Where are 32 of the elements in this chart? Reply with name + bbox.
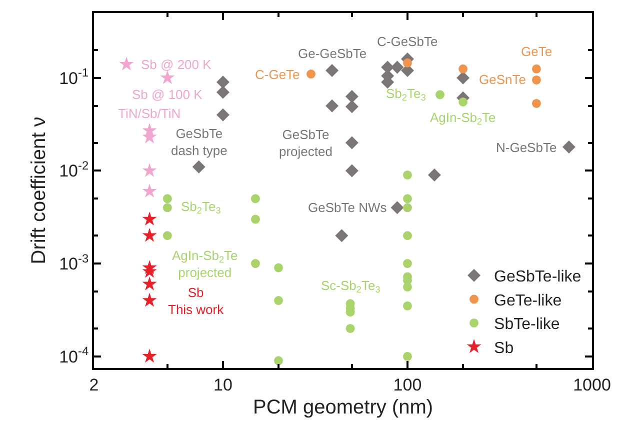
annotation: Sb @ 200 K	[141, 57, 212, 72]
x-tick-label: 10	[214, 375, 232, 394]
annotation: Ge-GeSbTe	[298, 46, 367, 61]
annotation: Sb @ 100 K	[132, 87, 203, 102]
y-tick-label: 10$^{-1}$	[59, 66, 89, 88]
annotation: C-GeTe	[255, 67, 300, 82]
legend-label: GeTe-like	[494, 292, 562, 310]
y-tick-label: 10$^{-3}$	[59, 251, 89, 274]
annotation: C-GeSbTe	[377, 34, 438, 49]
legend-label: GeSbTe-like	[494, 268, 582, 286]
annotation: Sb This work	[168, 285, 224, 317]
x-tick-label: 1000	[573, 375, 611, 394]
annotation: Sb$_{2}$Te$_{3}$	[386, 86, 426, 103]
x-axis-title: PCM geometry (nm)	[252, 396, 434, 418]
legend-label: SbTe-like	[494, 316, 560, 334]
annotation: TiN/Sb/TiN	[118, 106, 181, 121]
annotation: GeSnTe	[479, 72, 526, 87]
y-tick-label: 10$^{-2}$	[59, 158, 89, 181]
y-tick-label: 10$^{-4}$	[59, 344, 89, 366]
annotation: GeSbTe NWs	[308, 200, 388, 215]
annotation: GeSbTe projected	[279, 127, 332, 159]
annotation: GeSbTe dash type	[171, 126, 228, 158]
annotation: AgIn-Sb$_{2}$Te projected	[172, 248, 238, 280]
legend-label: Sb	[494, 340, 514, 357]
x-tick-label: 2	[89, 375, 99, 394]
x-tick-label: 100	[393, 375, 422, 394]
annotation: AgIn-Sb$_{2}$Te	[430, 110, 496, 127]
annotation: N-GeSbTe	[496, 140, 557, 155]
y-axis-title: Drift coefficient ν	[28, 116, 50, 264]
annotation: GeTe	[521, 44, 552, 59]
annotation: Sb$_{2}$Te$_{3}$	[181, 199, 221, 216]
annotation: Sc-Sb$_{2}$Te$_{3}$	[321, 278, 380, 295]
